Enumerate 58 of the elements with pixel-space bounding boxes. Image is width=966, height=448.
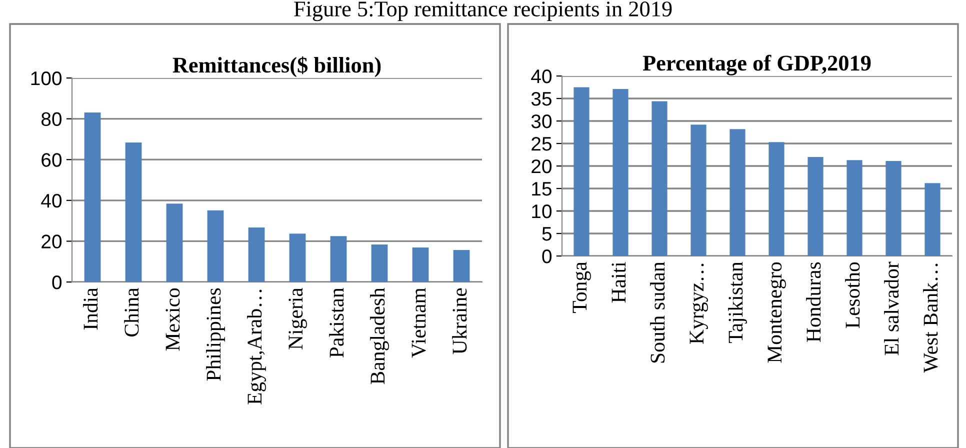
y-tick-label: 20 <box>42 234 62 248</box>
bar <box>412 248 429 282</box>
y-tick-label: 40 <box>531 69 552 84</box>
y-tick-label: 0 <box>52 275 62 290</box>
bar <box>453 250 470 282</box>
y-tick-label: 30 <box>531 114 552 128</box>
y-tick-label: 60 <box>42 153 62 167</box>
caption: Figure 5:Top remittance recipients in 2019 <box>294 2 672 22</box>
x-tick-label: Tonga <box>572 262 591 313</box>
bar <box>330 236 347 282</box>
bar <box>924 183 940 256</box>
bar <box>207 210 224 282</box>
x-tick-label: Nigeria <box>288 288 307 350</box>
x-tick-label: Egypt,Arab… <box>247 290 266 404</box>
y-tick-label: 10 <box>532 204 552 218</box>
y-tick-label: 40 <box>41 194 62 208</box>
x-tick-label: El salvador <box>884 262 899 356</box>
chart-title: Remittances($ billion) <box>172 56 381 78</box>
bar <box>612 89 628 256</box>
x-tick-label: Ukraine <box>452 288 467 354</box>
bar <box>808 157 824 256</box>
x-tick-label: Pakistan <box>329 288 344 358</box>
x-tick-label: Vietnam <box>412 288 426 358</box>
x-tick-label: India <box>83 288 98 330</box>
bar <box>652 101 668 256</box>
x-tick-label: Haiti <box>612 262 626 303</box>
y-tick-label: 15 <box>532 182 552 196</box>
x-tick-label: Bangladesh <box>370 288 389 384</box>
bar <box>371 244 388 282</box>
y-tick-label: 35 <box>531 92 552 106</box>
x-tick-label: Mexico <box>166 288 180 351</box>
x-tick-label: Lesotho <box>845 262 860 328</box>
x-tick-label: Kyrgyz… <box>690 264 708 344</box>
bar <box>166 204 183 282</box>
bar <box>574 87 590 256</box>
bar <box>886 161 902 256</box>
y-tick-label: 0 <box>542 249 552 264</box>
y-tick-label: 5 <box>542 227 552 241</box>
y-tick-label: 100 <box>31 71 62 86</box>
y-tick-label: 20 <box>532 159 552 174</box>
x-tick-label: Tajikistan <box>728 262 747 344</box>
bar <box>125 142 142 282</box>
bar <box>690 124 706 256</box>
chart-title: Percentage of GDP,2019 <box>642 54 871 76</box>
x-tick-label: Philippines <box>206 288 225 381</box>
bar <box>84 112 101 282</box>
y-tick-label: 25 <box>532 136 552 151</box>
x-tick-label: China <box>124 288 139 336</box>
bar <box>846 160 862 256</box>
x-tick-label: Honduras <box>806 262 821 342</box>
bar <box>768 142 784 256</box>
x-tick-label: Montenegro <box>768 262 786 363</box>
bar <box>289 234 306 282</box>
bar <box>730 129 746 256</box>
x-tick-label: South sudan <box>650 262 665 363</box>
y-tick-label: 80 <box>41 112 62 126</box>
bar <box>248 228 265 282</box>
x-tick-label: West Bank… <box>923 264 938 373</box>
